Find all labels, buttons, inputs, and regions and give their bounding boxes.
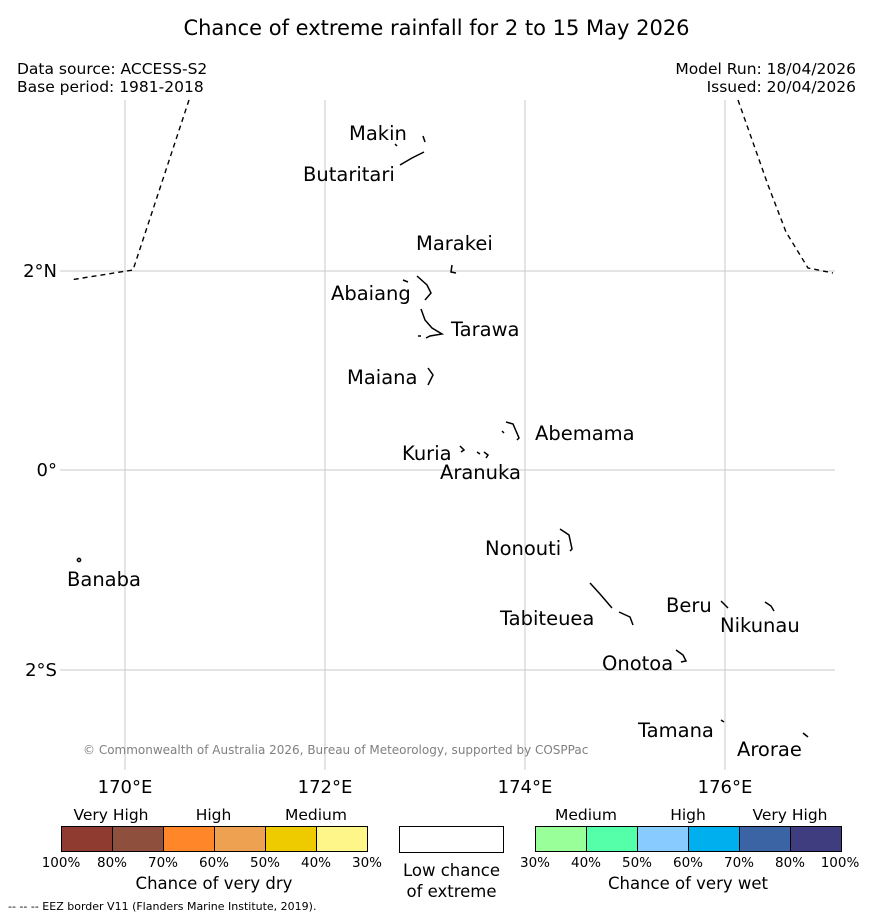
wet-swatch-4 bbox=[739, 826, 791, 852]
island-shape-abemama-2 bbox=[501, 430, 505, 434]
dry-category-medium: Medium bbox=[285, 806, 347, 824]
island-shape-tabiteuea-2 bbox=[618, 611, 634, 626]
island-shape-abaiang-2 bbox=[402, 279, 409, 283]
island-shape-arorae bbox=[802, 732, 809, 738]
island-shape-nikunau bbox=[764, 601, 775, 612]
island-shape-onotoa bbox=[675, 649, 688, 663]
wet-tick-50: 50% bbox=[621, 855, 652, 871]
island-label-butaritari: Butaritari bbox=[303, 163, 395, 186]
island-shape-beru bbox=[720, 600, 729, 609]
dry-swatch-2 bbox=[163, 826, 215, 852]
island-shape-tamana bbox=[720, 719, 725, 723]
eez-border-east bbox=[737, 99, 834, 274]
dry-category-very-high: Very High bbox=[73, 806, 149, 824]
data-source: Data source: ACCESS-S2 bbox=[17, 60, 208, 78]
dry-legend-title: Chance of very dry bbox=[135, 874, 293, 893]
island-shape-marakei bbox=[450, 264, 457, 274]
island-label-tarawa: Tarawa bbox=[450, 318, 520, 341]
low-chance-label-line1: Low chance bbox=[402, 861, 501, 880]
lon-label-170e: 170°E bbox=[98, 777, 153, 798]
wet-swatch-5 bbox=[790, 826, 842, 852]
island-label-aranuka: Aranuka bbox=[440, 461, 521, 484]
island-shape-banaba bbox=[76, 557, 82, 563]
wet-swatch-0 bbox=[535, 826, 587, 852]
wet-tick-80: 80% bbox=[774, 855, 805, 871]
low-chance-swatch bbox=[399, 826, 504, 853]
eez-border-west bbox=[69, 99, 190, 281]
island-outlines bbox=[76, 135, 809, 738]
island-shape-butaritari bbox=[399, 151, 425, 166]
island-shape-nonouti bbox=[559, 528, 573, 552]
dry-tick-70: 70% bbox=[147, 855, 178, 871]
dry-tick-100: 100% bbox=[41, 855, 81, 871]
wet-legend-title: Chance of very wet bbox=[608, 874, 768, 893]
island-label-nikunau: Nikunau bbox=[720, 614, 800, 637]
chart-title: Chance of extreme rainfall for 2 to 15 M… bbox=[183, 16, 690, 40]
island-label-marakei: Marakei bbox=[416, 232, 493, 255]
meta-right: Model Run: 18/04/2026 Issued: 20/04/2026 bbox=[675, 60, 856, 96]
island-label-abemama: Abemama bbox=[535, 422, 635, 445]
wet-tick-40: 40% bbox=[570, 855, 601, 871]
dry-swatch-1 bbox=[112, 826, 164, 852]
island-shape-makin bbox=[422, 135, 426, 143]
wet-swatch-3 bbox=[688, 826, 740, 852]
copyright-notice: © Commonwealth of Australia 2026, Bureau… bbox=[83, 743, 588, 757]
wet-category-very-high: Very High bbox=[752, 806, 828, 824]
wet-category-high: High bbox=[670, 806, 706, 824]
wet-swatch-1 bbox=[586, 826, 638, 852]
wet-tick-60: 60% bbox=[672, 855, 703, 871]
dry-swatch-3 bbox=[214, 826, 266, 852]
model-run: Model Run: 18/04/2026 bbox=[675, 60, 856, 78]
dry-tick-40: 40% bbox=[300, 855, 331, 871]
island-label-abaiang: Abaiang bbox=[331, 282, 411, 305]
wet-tick-30: 30% bbox=[519, 855, 550, 871]
issued-date: Issued: 20/04/2026 bbox=[706, 78, 856, 96]
island-shape-abemama bbox=[505, 421, 520, 441]
dry-tick-60: 60% bbox=[198, 855, 229, 871]
gridlines bbox=[60, 100, 835, 770]
island-label-makin: Makin bbox=[349, 122, 407, 145]
island-label-nonouti: Nonouti bbox=[485, 537, 561, 560]
island-label-tamana: Tamana bbox=[637, 719, 714, 742]
island-label-kuria: Kuria bbox=[402, 442, 452, 465]
island-label-arorae: Arorae bbox=[737, 738, 802, 761]
dry-swatch-0 bbox=[61, 826, 113, 852]
meta-left: Data source: ACCESS-S2 Base period: 1981… bbox=[17, 60, 207, 96]
dry-swatch-4 bbox=[265, 826, 317, 852]
island-label-maiana: Maiana bbox=[347, 366, 417, 389]
island-label-tabiteuea: Tabiteuea bbox=[499, 607, 594, 630]
island-shape-abaiang bbox=[416, 275, 432, 301]
lon-label-176e: 176°E bbox=[698, 777, 753, 798]
island-shape-maiana bbox=[427, 367, 434, 386]
island-shape-aranuka bbox=[476, 451, 490, 459]
island-label-banaba: Banaba bbox=[67, 568, 141, 591]
dry-category-high: High bbox=[195, 806, 232, 824]
wet-tick-70: 70% bbox=[723, 855, 754, 871]
wet-tick-100: 100% bbox=[820, 855, 860, 871]
island-label-beru: Beru bbox=[666, 594, 712, 617]
lat-label-0: 0° bbox=[37, 460, 57, 481]
wet-swatch-2 bbox=[637, 826, 689, 852]
low-chance-label: Low chance of extreme bbox=[399, 860, 504, 902]
base-period: Base period: 1981-2018 bbox=[17, 78, 204, 96]
eez-footnote: -- -- -- EEZ border V11 (Flanders Marine… bbox=[8, 900, 317, 913]
dry-tick-50: 50% bbox=[249, 855, 280, 871]
wet-category-medium: Medium bbox=[555, 806, 617, 824]
lat-label-2s: 2°S bbox=[25, 660, 57, 681]
island-shape-kuria bbox=[459, 445, 466, 453]
island-shape-tarawa bbox=[420, 308, 445, 339]
dry-tick-30: 30% bbox=[351, 855, 382, 871]
island-label-onotoa: Onotoa bbox=[602, 652, 673, 675]
lat-label-2n: 2°N bbox=[23, 261, 57, 282]
lon-label-172e: 172°E bbox=[298, 777, 353, 798]
island-shape-makin-2 bbox=[394, 143, 398, 147]
eez-border bbox=[69, 99, 834, 281]
lon-label-174e: 174°E bbox=[498, 777, 553, 798]
island-shape-tabiteuea bbox=[589, 582, 613, 609]
dry-tick-80: 80% bbox=[96, 855, 127, 871]
dry-swatch-5 bbox=[316, 826, 368, 852]
low-chance-label-line2: of extreme bbox=[406, 882, 497, 901]
